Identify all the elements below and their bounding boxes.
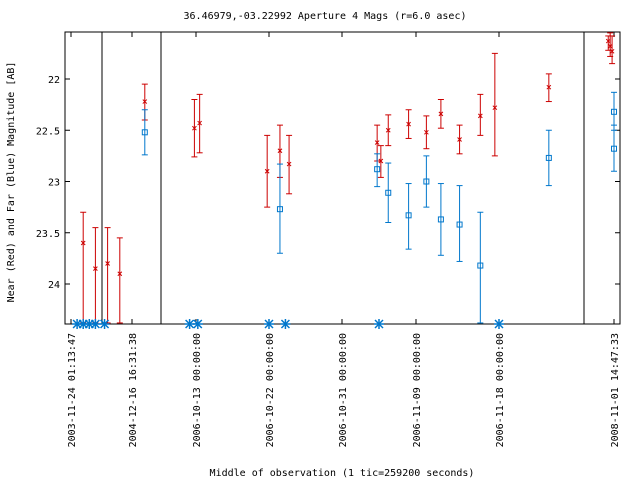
near-point-stroke [546,84,552,90]
near-point [438,111,444,117]
asterisk-stroke [374,319,384,329]
near-point-stroke [406,121,411,127]
x-axis-label: Middle of observation (1 tic=259200 seco… [210,468,475,479]
near-point-stroke [105,261,110,266]
asterisk-stroke [494,319,504,329]
y-tick-label: 22.5 [36,126,60,137]
far-point [405,212,412,219]
x-tick-label: 2006-10-13 00:00:00 [192,333,203,447]
near-point-stroke [609,48,615,54]
near-point-stroke [80,240,86,246]
x-tick-label: 2008-11-01 14:47:33 [610,333,621,447]
near-point [492,105,498,111]
near-point-stroke [457,137,462,142]
near-point [406,121,411,127]
far-point [374,166,381,173]
x-tick-label: 2006-11-09 00:00:00 [412,333,423,447]
y-tick-label: 23.5 [36,229,60,240]
x-tick-label: 2003-11-24 01:13:47 [67,333,78,447]
y-axis-label: Near (Red) and Far (Blue) Magnitude [AB] [6,62,17,303]
y-axis-ticks: 22 22.5 23 23.5 24 [36,75,620,291]
near-point [457,137,462,142]
near-point-stroke [477,113,483,119]
upper-limit-marker [90,319,101,329]
near-point [286,161,292,167]
x-axis-ticks: 2003-11-24 01:13:47 2004-12-16 16:31:38 20… [67,32,621,447]
near-point [142,99,148,104]
near-point-stroke [197,120,203,126]
far-point [611,145,617,152]
near-point [277,148,283,154]
near-point [80,240,86,246]
near-point [378,158,384,164]
asterisk-stroke [264,319,274,329]
near-point-stroke [378,158,384,164]
near-point [424,129,429,135]
near-point-stroke [492,105,498,111]
far-point [423,178,430,185]
near-point-stroke [264,168,270,174]
y-tick-label: 23 [48,178,60,189]
near-point [117,271,123,277]
far-point [276,206,283,213]
y-tick-label: 22 [48,75,60,86]
asterisk-stroke [100,319,110,329]
near-point [93,266,98,271]
plot-frame [64,31,621,325]
far-point [477,262,484,269]
upper-limit-marker [280,319,291,329]
asterisk-stroke [280,319,290,329]
near-point-stroke [117,271,123,277]
near-point-stroke [286,161,292,167]
data-marks [72,32,617,329]
near-point [609,48,615,54]
near-point-stroke [607,43,613,49]
y-tick-label: 24 [48,280,60,291]
near-point-stroke [93,266,98,271]
near-point-stroke [385,127,391,133]
near-point-stroke [374,140,380,145]
x-tick-label: 2006-10-31 00:00:00 [338,333,349,447]
far-point [385,189,392,196]
far-point [611,108,617,115]
near-point [605,38,611,44]
near-point [105,261,110,266]
near-point [374,140,380,145]
near-point-stroke [605,38,611,44]
near-point [477,113,483,119]
x-tick-label: 2004-12-16 16:31:38 [128,333,139,447]
upper-limit-marker [192,319,203,329]
near-point [192,125,197,131]
upper-limit-marker [374,319,384,329]
asterisk-stroke [90,319,100,329]
upper-limit-marker [264,319,274,329]
far-point [437,216,444,223]
near-point [546,84,552,90]
near-point [264,168,270,174]
near-point-stroke [424,129,429,135]
near-point [385,127,391,133]
near-point-stroke [438,111,444,117]
near-point [607,43,613,49]
asterisk-stroke [193,319,203,329]
near-point-stroke [277,148,283,154]
near-point-stroke [142,99,148,104]
upper-limit-marker [99,319,110,329]
upper-limit-marker [494,319,504,329]
near-point-stroke [192,125,197,131]
x-tick-label: 2006-11-18 00:00:00 [495,333,506,447]
far-point [545,154,552,161]
near-point [197,120,203,126]
far-point [456,221,463,228]
x-tick-label: 2006-10-22 00:00:00 [265,333,276,447]
asterisk-stroke [185,319,195,329]
chart-title: 36.46979,-03.22992 Aperture 4 Mags (r=6.… [184,11,467,22]
far-point [141,129,148,136]
